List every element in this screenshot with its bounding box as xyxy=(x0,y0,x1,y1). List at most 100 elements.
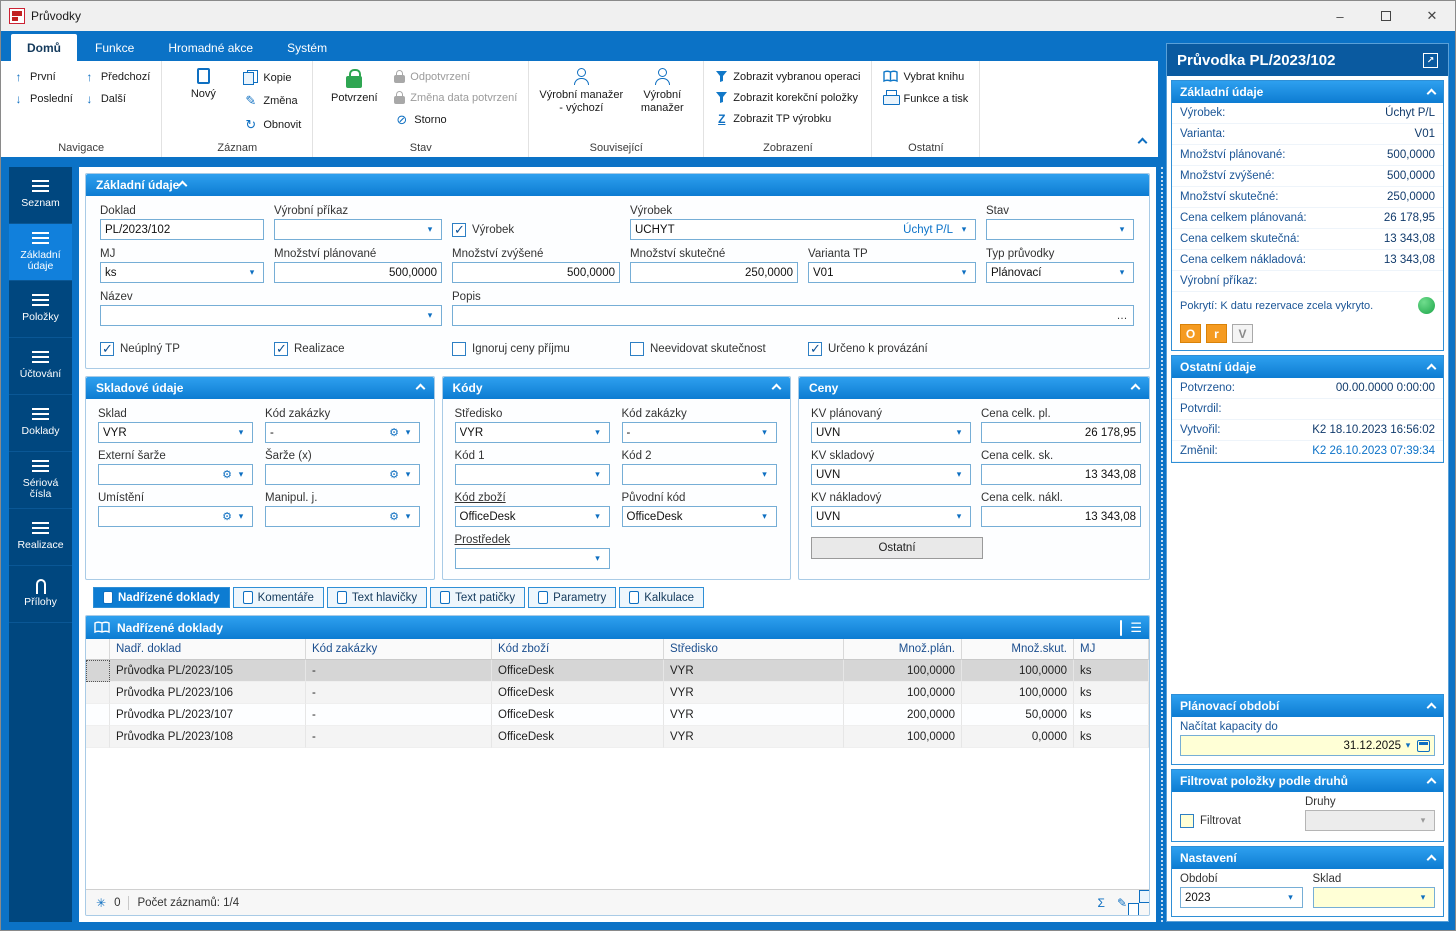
lookup-field[interactable]: ⚙▾ xyxy=(265,464,420,485)
dropdown-icon[interactable]: ▾ xyxy=(595,469,600,479)
dropdown-icon[interactable]: ▾ xyxy=(427,224,433,234)
tab-text-hlavicky[interactable]: Text hlavičky xyxy=(326,587,428,608)
checkbox-box[interactable] xyxy=(808,341,822,357)
section-header[interactable]: Ostatní údaje xyxy=(1172,356,1443,378)
new-button[interactable]: Nový xyxy=(170,64,236,101)
dropdown-icon[interactable]: ▾ xyxy=(762,469,767,479)
last-button[interactable]: ↓ Poslední xyxy=(9,91,76,107)
table-row[interactable]: Průvodka PL/2023/105 - OfficeDesk VYR 10… xyxy=(86,660,1149,682)
column-header[interactable]: Kód zboží xyxy=(492,639,664,660)
lookup-field[interactable]: VYR⚙▾ xyxy=(98,422,253,443)
doklad-field[interactable]: PL/2023/102 xyxy=(100,219,264,240)
sidebar-item-realizace[interactable]: Realizace xyxy=(9,509,72,566)
dropdown-icon[interactable]: ▾ xyxy=(1420,892,1426,902)
production-manager-button[interactable]: Výrobní manažer xyxy=(629,64,695,115)
dropdown-icon[interactable]: ▾ xyxy=(1119,267,1125,277)
sidebar-item-uctovani[interactable]: Účtování xyxy=(9,338,72,395)
lookup-field[interactable]: ⚙▾ xyxy=(98,506,253,527)
row-selector[interactable] xyxy=(86,660,110,682)
collapse-button[interactable] xyxy=(415,381,425,395)
dropdown-icon[interactable]: ▾ xyxy=(405,427,411,437)
row-selector[interactable] xyxy=(86,682,110,704)
storno-button[interactable]: ⊘ Storno xyxy=(391,111,520,129)
lookup-field[interactable]: ⚙▾ xyxy=(265,506,420,527)
table-row[interactable]: Průvodka PL/2023/107 - OfficeDesk VYR 20… xyxy=(86,704,1149,726)
unconfirm-button[interactable]: Odpotvrzení xyxy=(391,69,520,84)
lookup-field[interactable]: -⚙▾ xyxy=(265,422,420,443)
dropdown-icon[interactable]: ▾ xyxy=(238,511,244,521)
dropdown-icon[interactable]: ▾ xyxy=(595,427,600,437)
functions-print-button[interactable]: Funkce a tisk xyxy=(880,90,971,107)
sidebar-item-seznam[interactable]: Seznam xyxy=(9,167,72,224)
sidebar-item-polozky[interactable]: Položky xyxy=(9,281,72,338)
confirm-button[interactable]: Potvrzení xyxy=(321,64,387,105)
row-selector[interactable] xyxy=(86,726,110,748)
lookup-field[interactable]: ⚙▾ xyxy=(454,464,610,485)
form-checkbox[interactable]: Realizace xyxy=(274,341,442,357)
copy-button[interactable]: Kopie xyxy=(240,69,304,86)
tab-hromadne-akce[interactable]: Hromadné akce xyxy=(152,34,269,61)
section-header[interactable]: Základní údaje xyxy=(1172,81,1443,103)
lookup-field[interactable]: OfficeDesk⚙▾ xyxy=(621,506,777,527)
varianta-tp-field[interactable]: V01 ▾ xyxy=(808,262,976,283)
cena-field[interactable]: 13 343,08 xyxy=(981,506,1141,527)
dropdown-icon[interactable]: ▾ xyxy=(762,511,767,521)
typ-pruvodky-field[interactable]: Plánovací ▾ xyxy=(986,262,1134,283)
show-selected-operation-button[interactable]: Zobrazit vybranou operaci xyxy=(712,69,863,84)
lookup-field[interactable]: ⚙▾ xyxy=(98,464,253,485)
column-header[interactable]: Množ.plán. xyxy=(844,639,962,660)
mj-field[interactable]: ks ▾ xyxy=(100,262,264,283)
sidebar-item-seriova-cisla[interactable]: Sériová čísla xyxy=(9,452,72,509)
nazev-field[interactable]: ▾ xyxy=(100,305,442,326)
form-checkbox[interactable]: Neevidovat skutečnost xyxy=(630,342,798,356)
tab-funkce[interactable]: Funkce xyxy=(79,34,150,61)
lookup-field[interactable]: ⚙▾ xyxy=(621,464,777,485)
sidebar-item-zakladni-udaje[interactable]: Základní údaje xyxy=(9,224,72,281)
cena-field[interactable]: 26 178,95 xyxy=(981,422,1141,443)
tab-komentare[interactable]: Komentáře xyxy=(232,587,324,608)
checkbox-box[interactable] xyxy=(1180,814,1194,828)
kv-field[interactable]: UVN ▾ xyxy=(811,506,971,527)
popis-field[interactable]: … xyxy=(452,305,1134,326)
checkbox-box[interactable] xyxy=(274,341,288,357)
quick-button[interactable]: V xyxy=(1232,324,1253,343)
dropdown-icon[interactable]: ▾ xyxy=(405,511,411,521)
dropdown-icon[interactable]: ▾ xyxy=(595,553,600,563)
tab-parametry[interactable]: Parametry xyxy=(528,587,617,608)
column-header[interactable]: Kód zakázky xyxy=(306,639,492,660)
export-button[interactable] xyxy=(1120,619,1123,636)
first-button[interactable]: ↑ První xyxy=(9,69,76,85)
dropdown-icon[interactable]: ▾ xyxy=(956,469,962,479)
kv-field[interactable]: UVN ▾ xyxy=(811,422,971,443)
checkbox-box[interactable] xyxy=(630,342,644,356)
ribbon-collapse-button[interactable] xyxy=(1137,135,1148,149)
next-button[interactable]: ↓ Další xyxy=(80,91,154,107)
table-menu-button[interactable]: ☰ xyxy=(1130,620,1142,636)
section-header[interactable]: Filtrovat položky podle druhů xyxy=(1172,770,1443,792)
tab-kalkulace[interactable]: Kalkulace xyxy=(619,587,705,608)
collapse-button[interactable] xyxy=(1130,381,1141,395)
edit-table-button[interactable]: ✎ xyxy=(1117,896,1127,910)
gear-icon[interactable]: ⚙ xyxy=(389,427,399,439)
dropdown-icon[interactable]: ▾ xyxy=(249,267,255,277)
tab-nadrizene-doklady[interactable]: Nadřízené doklady xyxy=(93,587,230,608)
gear-icon[interactable]: ⚙ xyxy=(222,469,232,481)
collapse-button[interactable] xyxy=(177,178,188,192)
sklad-field[interactable]: ▾ xyxy=(1312,887,1435,908)
collapse-button[interactable] xyxy=(771,381,782,395)
quick-button[interactable]: O xyxy=(1180,324,1201,343)
select-book-button[interactable]: Vybrat knihu xyxy=(880,69,971,84)
lookup-field[interactable]: OfficeDesk⚙▾ xyxy=(454,506,610,527)
lookup-field[interactable]: -⚙▾ xyxy=(621,422,777,443)
quick-button[interactable]: r xyxy=(1206,324,1227,343)
row-selector[interactable] xyxy=(86,704,110,726)
change-confirm-date-button[interactable]: Změna data potvrzení xyxy=(391,90,520,105)
obdobi-field[interactable]: 2023 ▾ xyxy=(1180,887,1303,908)
form-checkbox[interactable]: Ignoruj ceny příjmu xyxy=(452,342,620,356)
kv-field[interactable]: UVN ▾ xyxy=(811,464,971,485)
nacitat-kapacity-field[interactable]: 31.12.2025 ▾ xyxy=(1180,735,1435,756)
vyrobek-checkbox[interactable]: Výrobek xyxy=(452,222,514,238)
dropdown-icon[interactable]: ▾ xyxy=(238,469,244,479)
filtrovat-checkbox[interactable]: Filtrovat xyxy=(1180,814,1297,831)
lookup-field[interactable]: VYR⚙▾ xyxy=(454,422,610,443)
